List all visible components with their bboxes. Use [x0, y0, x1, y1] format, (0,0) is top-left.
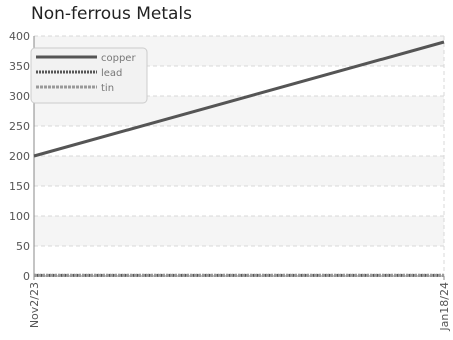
y-tick-label: 50 — [16, 240, 30, 253]
legend-box — [30, 47, 148, 104]
x-tick-labels: Nov2/23 Jan18/24 — [28, 282, 451, 332]
y-tick-label: 250 — [9, 120, 30, 133]
y-tick-label: 400 — [9, 30, 30, 43]
legend-label-tin: tin — [101, 83, 114, 94]
series-lines — [33, 40, 445, 277]
y-tick-label: 350 — [9, 60, 30, 73]
plot-band — [34, 216, 444, 246]
y-tick-label: 100 — [9, 210, 30, 223]
legend: copper lead tin — [30, 47, 148, 104]
chart-title: Non-ferrous Metals — [31, 4, 193, 24]
x-tick-label: Nov2/23 — [28, 282, 41, 328]
legend-label-copper: copper — [101, 53, 136, 64]
grid-lines — [34, 35, 445, 276]
y-tick-labels: 0 50 100 150 200 250 300 350 400 — [9, 30, 30, 283]
series-line-copper — [33, 40, 445, 158]
y-tick-label: 0 — [23, 270, 30, 283]
legend-label-lead: lead — [101, 68, 122, 79]
y-tick-label: 300 — [9, 90, 30, 103]
plot-band — [34, 156, 444, 186]
x-tick-label: Jan18/24 — [438, 282, 451, 332]
y-tick-label: 150 — [9, 180, 30, 193]
y-tick-label: 200 — [9, 150, 30, 163]
